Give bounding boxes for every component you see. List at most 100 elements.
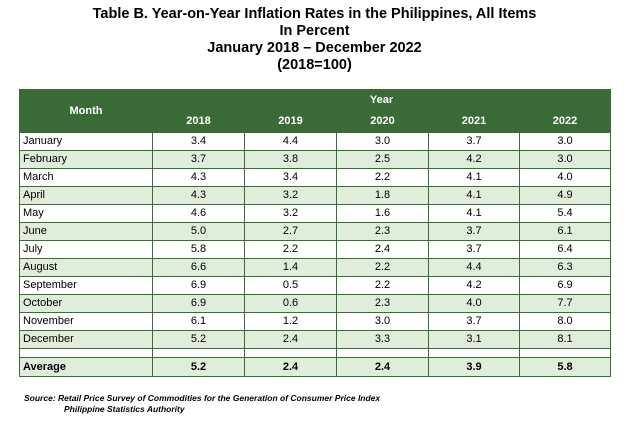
table-row: July 5.8 2.2 2.4 3.7 6.4 — [19, 240, 612, 259]
value-cell: 3.7 — [428, 132, 520, 151]
inflation-table: Month Year 2018 2019 2020 2021 2022 Janu… — [19, 89, 612, 377]
value-cell: 3.2 — [244, 186, 337, 205]
month-cell: January — [19, 132, 153, 151]
value-cell: 1.8 — [336, 186, 429, 205]
year-header-2018: 2018 — [152, 110, 245, 133]
value-cell: 2.3 — [336, 222, 429, 241]
value-cell: 6.9 — [152, 276, 245, 295]
average-value-cell: 5.8 — [518, 357, 612, 377]
value-cell: 0.6 — [244, 294, 337, 313]
month-cell: August — [19, 258, 153, 277]
average-value-cell: 3.9 — [428, 357, 520, 377]
value-cell: 2.2 — [336, 276, 429, 295]
table-row: May 4.6 3.2 1.6 4.1 5.4 — [19, 204, 612, 223]
table-row: February 3.7 3.8 2.5 4.2 3.0 — [19, 150, 612, 169]
table-row: November 6.1 1.2 3.0 3.7 8.0 — [19, 312, 612, 331]
month-cell: May — [19, 204, 153, 223]
value-cell: 4.3 — [152, 186, 245, 205]
value-cell: 2.2 — [336, 258, 429, 277]
source-line-2: Philippine Statistics Authority — [64, 404, 185, 414]
value-cell: 4.1 — [428, 204, 520, 223]
value-cell: 8.0 — [518, 312, 612, 331]
year-header-2022: 2022 — [518, 110, 612, 133]
value-cell: 6.4 — [518, 240, 612, 259]
value-cell: 6.9 — [518, 276, 612, 295]
value-cell: 4.6 — [152, 204, 245, 223]
year-header-2020: 2020 — [336, 110, 429, 133]
value-cell: 1.6 — [336, 204, 429, 223]
value-cell: 4.9 — [518, 186, 612, 205]
value-cell: 3.4 — [152, 132, 245, 151]
value-cell: 2.2 — [244, 240, 337, 259]
value-cell: 6.1 — [518, 222, 612, 241]
value-cell: 4.2 — [428, 150, 520, 169]
value-cell: 2.7 — [244, 222, 337, 241]
average-value-cell: 5.2 — [152, 357, 245, 377]
value-cell: 5.4 — [518, 204, 612, 223]
value-cell: 3.1 — [428, 330, 520, 349]
value-cell: 4.1 — [428, 168, 520, 187]
source-line-1: Source: Retail Price Survey of Commoditi… — [24, 393, 381, 403]
month-cell: March — [19, 168, 153, 187]
value-cell: 3.0 — [336, 132, 429, 151]
value-cell: 3.7 — [428, 240, 520, 259]
value-cell: 4.2 — [428, 276, 520, 295]
value-cell: 5.0 — [152, 222, 245, 241]
value-cell: 4.1 — [428, 186, 520, 205]
average-value-cell: 2.4 — [336, 357, 429, 377]
month-cell: February — [19, 150, 153, 169]
table-row: August 6.6 1.4 2.2 4.4 6.3 — [19, 258, 612, 277]
value-cell: 3.8 — [244, 150, 337, 169]
value-cell: 6.6 — [152, 258, 245, 277]
year-header-2021: 2021 — [428, 110, 520, 133]
table-row: January 3.4 4.4 3.0 3.7 3.0 — [19, 132, 612, 151]
value-cell: 3.7 — [152, 150, 245, 169]
title-line-1: Table B. Year-on-Year Inflation Rates in… — [92, 6, 537, 22]
spacer-cell — [428, 348, 520, 358]
month-cell: July — [19, 240, 153, 259]
value-cell: 7.7 — [518, 294, 612, 313]
spacer-cell — [152, 348, 245, 358]
value-cell: 4.3 — [152, 168, 245, 187]
value-cell: 2.2 — [336, 168, 429, 187]
value-cell: 3.4 — [244, 168, 337, 187]
value-cell: 5.2 — [152, 330, 245, 349]
title-line-3: January 2018 – December 2022 — [207, 40, 422, 56]
title-line-4: (2018=100) — [277, 57, 352, 73]
table-row: September 6.9 0.5 2.2 4.2 6.9 — [19, 276, 612, 295]
year-header-2019: 2019 — [244, 110, 337, 133]
month-cell: October — [19, 294, 153, 313]
value-cell: 4.0 — [428, 294, 520, 313]
value-cell: 1.2 — [244, 312, 337, 331]
month-column-header: Month — [19, 89, 153, 133]
value-cell: 0.5 — [244, 276, 337, 295]
table-row: June 5.0 2.7 2.3 3.7 6.1 — [19, 222, 612, 241]
value-cell: 1.4 — [244, 258, 337, 277]
table-row: March 4.3 3.4 2.2 4.1 4.0 — [19, 168, 612, 187]
spacer-row — [19, 348, 612, 358]
value-cell: 3.0 — [518, 132, 612, 151]
value-cell: 2.5 — [336, 150, 429, 169]
value-cell: 3.3 — [336, 330, 429, 349]
value-cell: 3.2 — [244, 204, 337, 223]
average-row: Average 5.2 2.4 2.4 3.9 5.8 — [19, 357, 612, 377]
value-cell: 8.1 — [518, 330, 612, 349]
average-value-cell: 2.4 — [244, 357, 337, 377]
source-note: Source: Retail Price Survey of Commoditi… — [24, 393, 380, 415]
value-cell: 4.4 — [244, 132, 337, 151]
value-cell: 3.0 — [518, 150, 612, 169]
month-cell: December — [19, 330, 153, 349]
spacer-cell — [19, 348, 153, 358]
month-cell: April — [19, 186, 153, 205]
table-title: Table B. Year-on-Year Inflation Rates in… — [0, 6, 629, 74]
value-cell: 3.7 — [428, 222, 520, 241]
value-cell: 3.7 — [428, 312, 520, 331]
spacer-cell — [518, 348, 612, 358]
average-label: Average — [19, 357, 153, 377]
value-cell: 4.0 — [518, 168, 612, 187]
spacer-cell — [244, 348, 337, 358]
year-group-header: Year — [151, 89, 612, 111]
month-cell: September — [19, 276, 153, 295]
value-cell: 6.9 — [152, 294, 245, 313]
value-cell: 3.0 — [336, 312, 429, 331]
